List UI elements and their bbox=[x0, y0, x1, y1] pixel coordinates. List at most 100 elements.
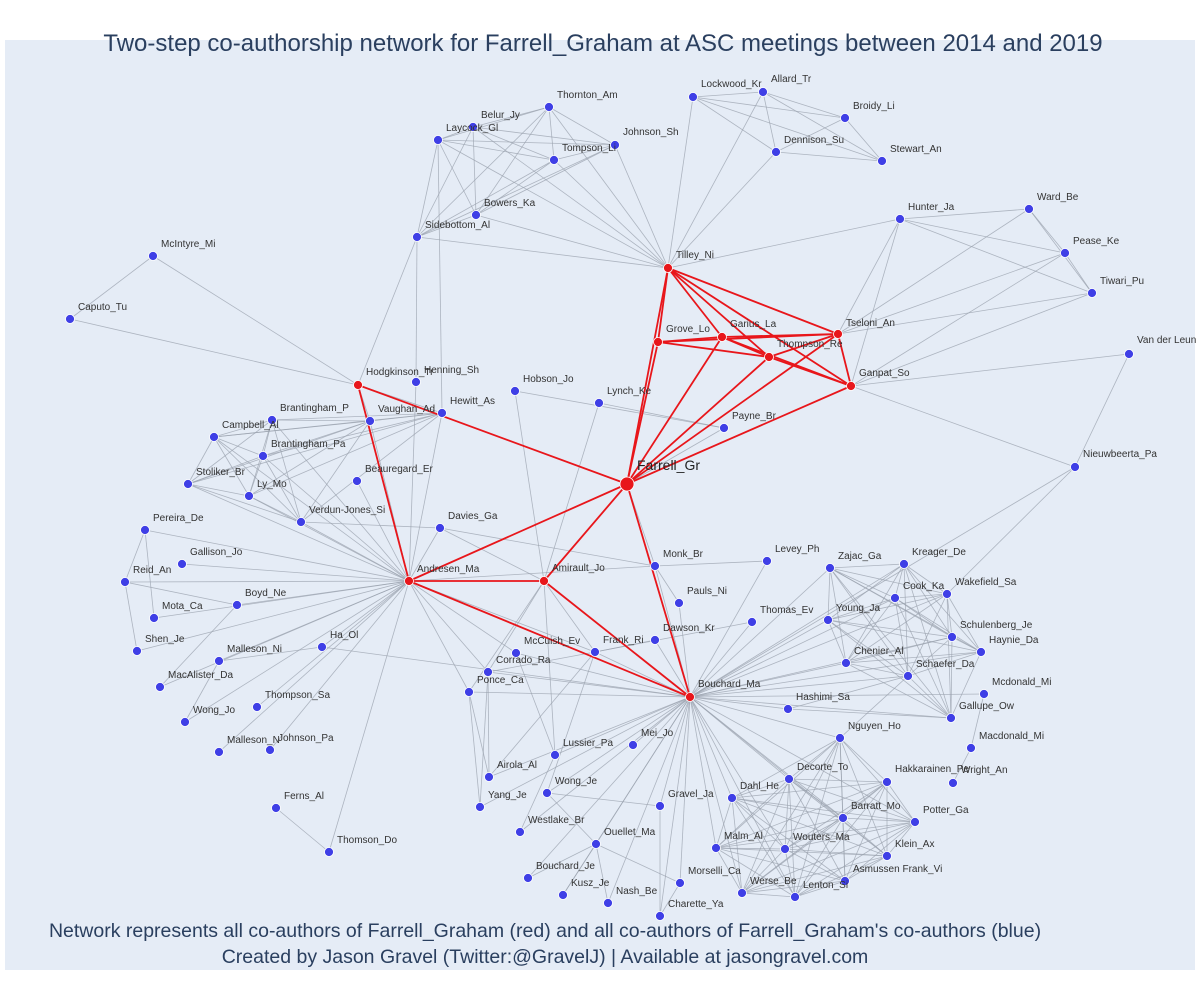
nodes bbox=[65, 87, 1134, 921]
blue-node bbox=[711, 843, 721, 853]
grey-edge bbox=[829, 567, 896, 599]
grey-edge bbox=[784, 817, 844, 850]
grey-edge bbox=[829, 567, 948, 595]
node-label: Hashimi_Sa bbox=[796, 692, 850, 703]
grey-edge bbox=[844, 855, 888, 882]
grey-edge bbox=[328, 580, 410, 853]
grey-edge bbox=[731, 737, 841, 799]
node-label: Nash_Be bbox=[616, 886, 658, 897]
node-label: Thompson_Sa bbox=[265, 690, 330, 701]
blue-node bbox=[252, 702, 262, 712]
grey-edge bbox=[514, 390, 545, 582]
node-label: Johnson_Sh bbox=[623, 127, 679, 138]
node-label: Davies_Ga bbox=[448, 511, 498, 522]
node-label: Chenier_Al bbox=[854, 646, 903, 657]
blue-node bbox=[244, 491, 254, 501]
blue-node bbox=[411, 377, 421, 387]
blue-node bbox=[771, 147, 781, 157]
grey-edge bbox=[689, 675, 909, 698]
node-label: MacAlister_Da bbox=[168, 670, 233, 681]
grey-edge bbox=[970, 693, 985, 749]
blue-node bbox=[468, 122, 478, 132]
grey-edge bbox=[300, 521, 410, 582]
node-label: Schulenberg_Je bbox=[960, 620, 1033, 631]
grey-edge bbox=[667, 218, 901, 269]
grey-edge bbox=[262, 455, 302, 523]
grey-edge bbox=[850, 218, 901, 387]
grey-edge bbox=[248, 420, 371, 497]
grey-edge bbox=[475, 144, 616, 216]
red-node bbox=[833, 329, 843, 339]
blue-node bbox=[688, 92, 698, 102]
blue-node bbox=[780, 844, 790, 854]
grey-edge bbox=[416, 159, 555, 238]
grey-edge bbox=[845, 563, 905, 664]
grey-edge bbox=[715, 847, 846, 882]
grey-edge bbox=[794, 817, 844, 898]
red-edge bbox=[837, 333, 852, 387]
grey-edge bbox=[692, 96, 846, 119]
grey-edge bbox=[845, 636, 953, 664]
grey-edge bbox=[248, 495, 302, 523]
node-label: Mcdonald_Mi bbox=[992, 677, 1051, 688]
grey-edge bbox=[894, 597, 952, 719]
blue-node bbox=[976, 647, 986, 657]
grey-edge bbox=[213, 436, 410, 582]
grey-edge bbox=[845, 662, 952, 719]
grey-edge bbox=[784, 848, 796, 898]
node-label: Ha_Ol bbox=[330, 630, 358, 641]
grey-edge bbox=[527, 696, 691, 879]
red-node bbox=[717, 332, 727, 342]
grey-edge bbox=[952, 747, 972, 784]
node-label: Caputo_Tu bbox=[78, 302, 127, 313]
red-edge bbox=[657, 341, 770, 358]
grey-edge bbox=[689, 593, 948, 698]
blue-node bbox=[435, 523, 445, 533]
grey-edge bbox=[886, 781, 916, 823]
node-label: Decorte_To bbox=[797, 762, 849, 773]
grey-edge bbox=[689, 651, 982, 698]
grey-edge bbox=[894, 597, 982, 653]
caption-line-2: Created by Jason Gravel (Twitter:@Gravel… bbox=[221, 946, 869, 968]
grey-edge bbox=[827, 567, 831, 621]
grey-edge bbox=[844, 821, 916, 882]
grey-edge bbox=[519, 696, 691, 833]
blue-node bbox=[825, 563, 835, 573]
grey-edge bbox=[187, 483, 250, 497]
grey-edge bbox=[475, 159, 555, 216]
center-node bbox=[619, 476, 635, 492]
node-label: Schaefer_Da bbox=[916, 659, 975, 670]
grey-edge bbox=[554, 696, 691, 756]
grey-edge bbox=[715, 847, 743, 894]
blue-node bbox=[784, 774, 794, 784]
grey-edge bbox=[689, 696, 786, 850]
grey-edge bbox=[689, 696, 916, 823]
grey-edge bbox=[614, 144, 669, 269]
grey-edge bbox=[184, 660, 220, 723]
grey-edge bbox=[762, 91, 883, 162]
node-label: Airola_Al bbox=[497, 760, 537, 771]
grey-edge bbox=[475, 214, 669, 269]
node-label: Brantingham_P bbox=[280, 403, 349, 414]
grey-edge bbox=[678, 602, 691, 698]
node-label: Ganpat_So bbox=[859, 368, 910, 379]
node-label: Andresen_Ma bbox=[417, 564, 480, 575]
grey-edge bbox=[731, 797, 844, 819]
blue-node bbox=[603, 898, 613, 908]
grey-edge bbox=[213, 412, 443, 438]
node-label: Frank_Ri bbox=[603, 635, 644, 646]
grey-edge bbox=[69, 318, 359, 386]
grey-edge bbox=[715, 797, 733, 849]
grey-edge bbox=[715, 821, 916, 849]
grey-edge bbox=[827, 597, 896, 621]
node-label: Ferns_Al bbox=[284, 791, 324, 802]
grey-edge bbox=[144, 529, 410, 582]
grey-edge bbox=[136, 580, 410, 652]
grey-edge bbox=[837, 218, 901, 335]
grey-edge bbox=[184, 580, 410, 723]
grey-edge bbox=[514, 390, 725, 429]
grey-edge bbox=[794, 781, 888, 898]
grey-edge bbox=[472, 106, 550, 128]
node-label: Lynch_Ke bbox=[607, 386, 652, 397]
grey-edge bbox=[543, 402, 600, 582]
